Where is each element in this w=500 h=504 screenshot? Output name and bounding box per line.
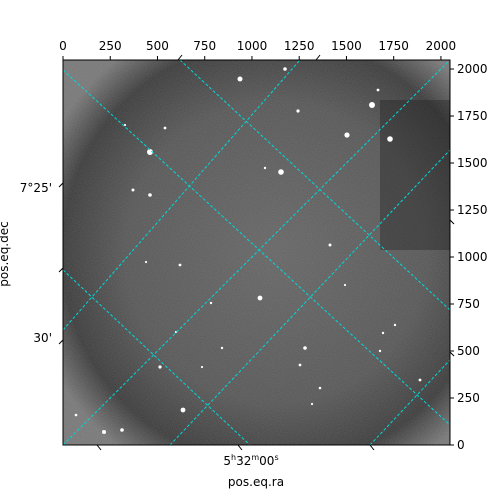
top-axis-tick-label: 1750 bbox=[378, 39, 409, 53]
top-axis-tick-label: 0 bbox=[59, 39, 67, 53]
star bbox=[387, 136, 393, 142]
star bbox=[310, 402, 314, 406]
right-axis-tick-label: 1500 bbox=[457, 156, 488, 170]
grid-line bbox=[63, 69, 450, 426]
right-axis-tick-label: 250 bbox=[457, 391, 480, 405]
ra-tick-label: 5h32m00s bbox=[223, 453, 278, 468]
sky-image bbox=[63, 60, 450, 445]
right-axis-tick-label: 1000 bbox=[457, 250, 488, 264]
star bbox=[376, 88, 380, 92]
star bbox=[147, 149, 153, 155]
star bbox=[123, 123, 127, 127]
star bbox=[283, 67, 287, 71]
star bbox=[209, 301, 213, 305]
star bbox=[102, 430, 106, 434]
star bbox=[148, 193, 152, 197]
star bbox=[278, 169, 284, 175]
grid-line bbox=[63, 60, 450, 445]
right-axis-tick-label: 0 bbox=[457, 438, 465, 452]
star bbox=[296, 109, 300, 113]
y-axis-label: pos.eq.dec bbox=[0, 221, 11, 286]
x-axis-label: pos.eq.ra bbox=[228, 475, 284, 489]
star bbox=[378, 349, 382, 353]
top-axis-tick-label: 2000 bbox=[426, 39, 457, 53]
star bbox=[257, 295, 263, 301]
star bbox=[343, 283, 347, 287]
star bbox=[318, 386, 322, 390]
star bbox=[180, 407, 186, 413]
dark-region bbox=[380, 100, 450, 250]
star bbox=[328, 243, 332, 247]
world-coordinate-ticks bbox=[58, 54, 455, 451]
grid-line bbox=[63, 269, 251, 445]
star bbox=[381, 331, 385, 335]
star bbox=[131, 188, 135, 192]
grid-line bbox=[169, 149, 450, 445]
grid-line bbox=[179, 60, 450, 311]
top-axis-tick-label: 1000 bbox=[237, 39, 268, 53]
star bbox=[120, 428, 124, 432]
right-pixel-axis: 0 250 500 750 1000 1250 1500 1750 2000 bbox=[450, 62, 488, 452]
star bbox=[144, 260, 148, 264]
top-pixel-axis: 0 250 500 750 1000 1250 1500 1750 2000 bbox=[59, 39, 456, 60]
right-axis-tick-label: 2000 bbox=[457, 62, 488, 76]
right-axis-tick-label: 500 bbox=[457, 344, 480, 358]
star bbox=[418, 378, 422, 382]
grid-line bbox=[369, 359, 450, 445]
star bbox=[178, 263, 182, 267]
star bbox=[163, 126, 167, 130]
right-axis-tick-label: 750 bbox=[457, 297, 480, 311]
star bbox=[298, 363, 302, 367]
star bbox=[393, 323, 397, 327]
star bbox=[263, 166, 267, 170]
top-axis-tick-label: 750 bbox=[193, 39, 216, 53]
star bbox=[369, 102, 375, 108]
dec-tick-label-1: 7°25' bbox=[20, 181, 52, 195]
top-axis-tick-label: 1500 bbox=[331, 39, 362, 53]
top-axis-tick-label: 250 bbox=[99, 39, 122, 53]
star bbox=[74, 413, 78, 417]
right-axis-tick-label: 1250 bbox=[457, 203, 488, 217]
star bbox=[237, 76, 243, 82]
plot-frame bbox=[62, 59, 451, 446]
star bbox=[158, 365, 162, 369]
right-axis-tick-label: 1750 bbox=[457, 109, 488, 123]
star bbox=[303, 346, 307, 350]
star bbox=[344, 132, 350, 138]
star-field bbox=[74, 67, 422, 434]
star bbox=[220, 346, 224, 350]
star bbox=[200, 365, 204, 369]
dec-tick-label-2: 30' bbox=[33, 331, 52, 345]
top-axis-tick-label: 1250 bbox=[284, 39, 315, 53]
coordinate-grid bbox=[63, 60, 450, 445]
top-axis-tick-label: 500 bbox=[146, 39, 169, 53]
